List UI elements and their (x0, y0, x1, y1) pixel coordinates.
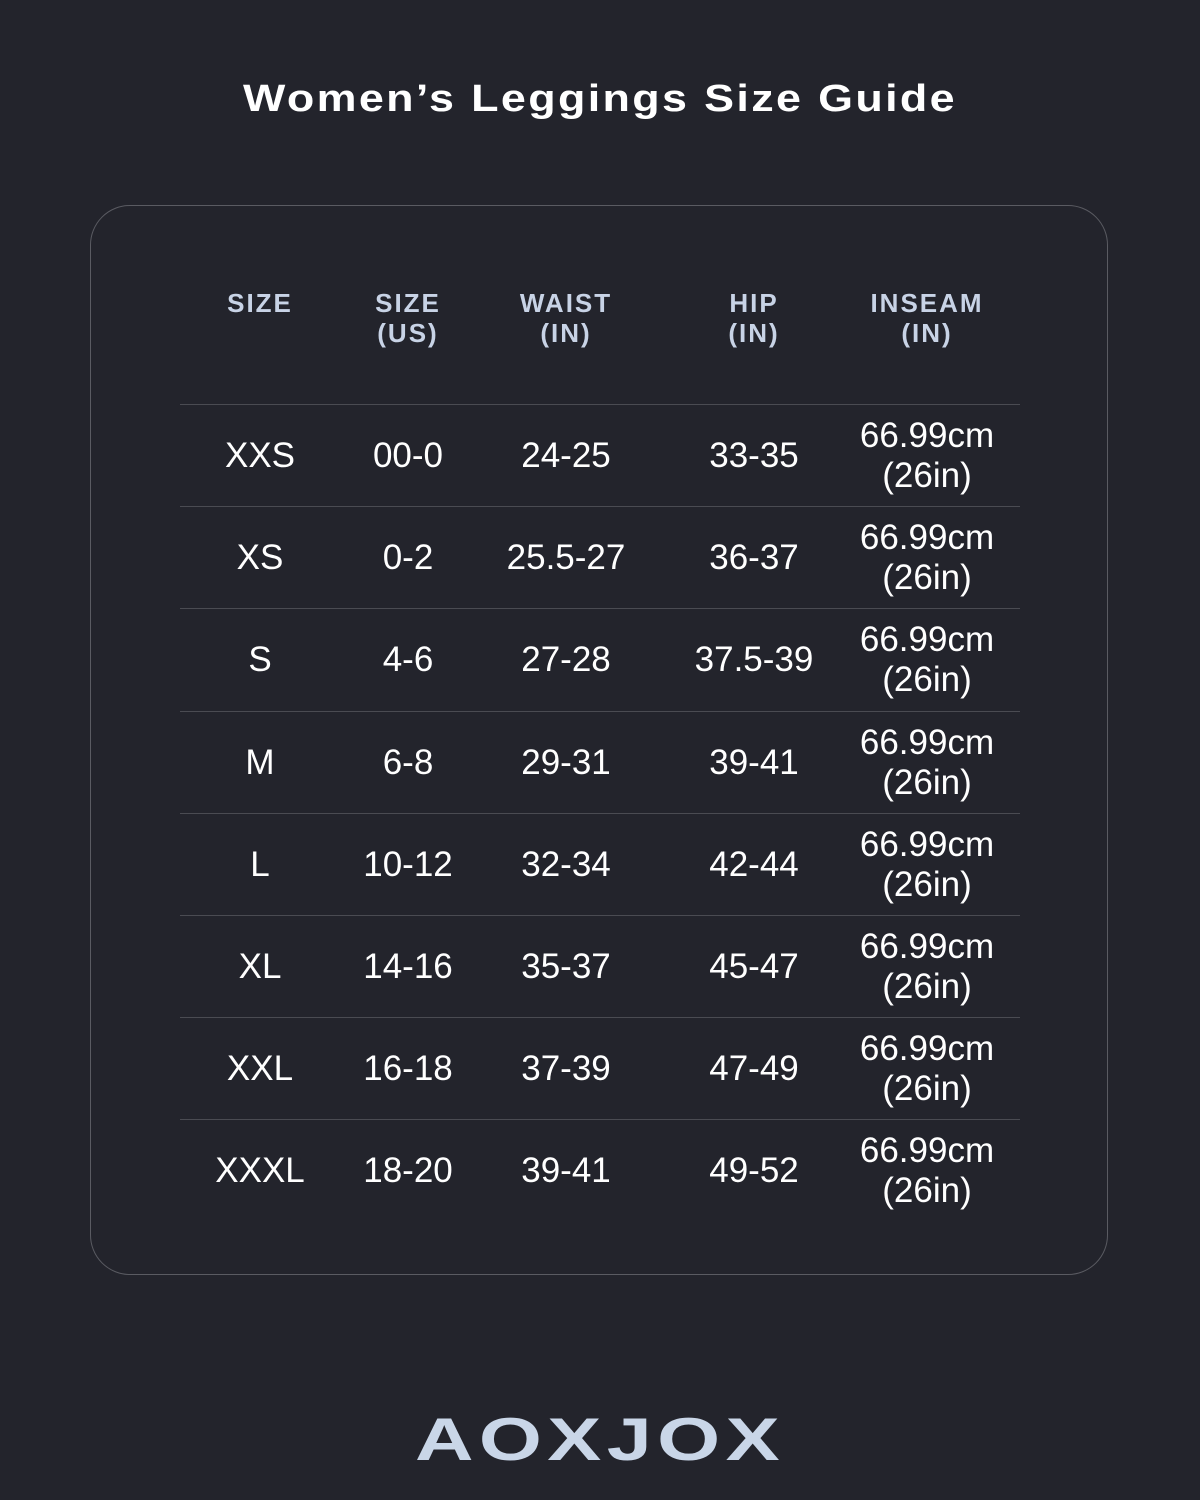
cell-size-us: 16-18 (363, 1049, 453, 1089)
header-line: INSEAM (870, 288, 984, 318)
cell-waist: 24-25 (521, 436, 611, 475)
cell-inseam: 66.99cm (26in) (860, 507, 994, 609)
cell-hip: 33-35 (709, 436, 799, 475)
inseam-line: (26in) (882, 967, 972, 1006)
cell-size: S (248, 640, 272, 680)
table-row: XXXL 18-20 39-41 49-52 66.99cm (26in) (180, 1119, 1020, 1222)
cell-hip: 49-52 (709, 1151, 799, 1191)
header-line: (IN) (901, 318, 953, 348)
inseam-line: 66.99cm (859, 927, 995, 966)
cell-waist: 32-34 (521, 844, 611, 884)
cell-waist: 39-41 (521, 1151, 611, 1191)
header-size-us: SIZE (US) (375, 288, 441, 348)
cell-inseam: 66.99cm (26in) (860, 1120, 994, 1222)
cell-size: XXXL (215, 1151, 305, 1191)
header-line: SIZE (375, 288, 441, 318)
cell-hip: 39-41 (709, 742, 799, 782)
inseam-line: 66.99cm (859, 1131, 995, 1171)
cell-size-us: 10-12 (363, 844, 453, 884)
inseam-line: (26in) (882, 558, 972, 598)
cell-size-us: 0-2 (382, 538, 434, 578)
cell-size-us: 18-20 (363, 1151, 453, 1191)
header-size: SIZE (227, 288, 293, 318)
cell-size: XXS (224, 436, 296, 475)
cell-size: XXL (226, 1049, 294, 1089)
inseam-line: (26in) (882, 660, 972, 700)
cell-inseam: 66.99cm (26in) (860, 712, 994, 814)
cell-inseam: 66.99cm (26in) (860, 405, 994, 507)
cell-inseam: 66.99cm (26in) (860, 609, 994, 711)
cell-hip: 36-37 (709, 538, 799, 578)
inseam-line: 66.99cm (859, 1029, 995, 1069)
cell-inseam: 66.99cm (26in) (860, 1018, 994, 1120)
page-title: Women’s Leggings Size Guide (242, 78, 957, 120)
header-line: (IN) (540, 318, 592, 348)
inseam-line: 66.99cm (859, 824, 995, 864)
inseam-line: 66.99cm (859, 416, 995, 455)
cell-hip: 42-44 (709, 844, 799, 884)
table-row: S 4-6 27-28 37.5-39 66.99cm (26in) (180, 608, 1020, 711)
cell-inseam: 66.99cm (26in) (860, 814, 994, 916)
header-line: HIP (729, 288, 779, 318)
cell-size: XL (238, 947, 282, 986)
header-waist: WAIST (IN) (520, 288, 612, 348)
cell-size-us: 4-6 (382, 640, 434, 680)
cell-waist: 35-37 (521, 947, 611, 986)
header-inseam: INSEAM (IN) (870, 288, 983, 348)
table-row: M 6-8 29-31 39-41 66.99cm (26in) (180, 710, 1020, 814)
header-line: (IN) (728, 318, 780, 348)
inseam-line: 66.99cm (859, 722, 995, 762)
cell-size: L (250, 844, 270, 884)
cell-hip: 37.5-39 (694, 640, 814, 680)
inseam-line: (26in) (882, 762, 972, 802)
table-row: XS 0-2 25.5-27 36-37 66.99cm (26in) (180, 506, 1020, 609)
table-row: XXS 00-0 24-25 33-35 66.99cm (26in) (180, 404, 1020, 507)
cell-waist: 29-31 (521, 742, 611, 782)
header-line: SIZE (227, 288, 293, 318)
cell-hip: 47-49 (709, 1049, 799, 1089)
brand-logo: AOXJOX (414, 1406, 785, 1473)
cell-size: XS (236, 538, 284, 578)
inseam-line: (26in) (882, 456, 972, 495)
inseam-line: (26in) (882, 1069, 972, 1109)
cell-size-us: 00-0 (372, 436, 444, 475)
table-row: XXL 16-18 37-39 47-49 66.99cm (26in) (180, 1017, 1020, 1120)
header-hip: HIP (IN) (728, 288, 779, 348)
table-row: XL 14-16 35-37 45-47 66.99cm (26in) (180, 915, 1020, 1018)
table-row: L 10-12 32-34 42-44 66.99cm (26in) (180, 812, 1020, 916)
cell-waist: 37-39 (521, 1049, 611, 1089)
cell-inseam: 66.99cm (26in) (860, 916, 994, 1018)
inseam-line: (26in) (882, 1171, 972, 1211)
cell-size-us: 6-8 (382, 742, 434, 782)
cell-waist: 25.5-27 (506, 538, 626, 578)
inseam-line: (26in) (882, 864, 972, 904)
inseam-line: 66.99cm (859, 620, 995, 660)
cell-hip: 45-47 (709, 947, 799, 986)
cell-waist: 27-28 (521, 640, 611, 680)
cell-size: M (245, 742, 275, 782)
header-line: (US) (377, 318, 439, 348)
inseam-line: 66.99cm (859, 518, 995, 558)
header-line: WAIST (519, 288, 613, 318)
size-table-card (90, 205, 1108, 1275)
cell-size-us: 14-16 (363, 947, 453, 986)
